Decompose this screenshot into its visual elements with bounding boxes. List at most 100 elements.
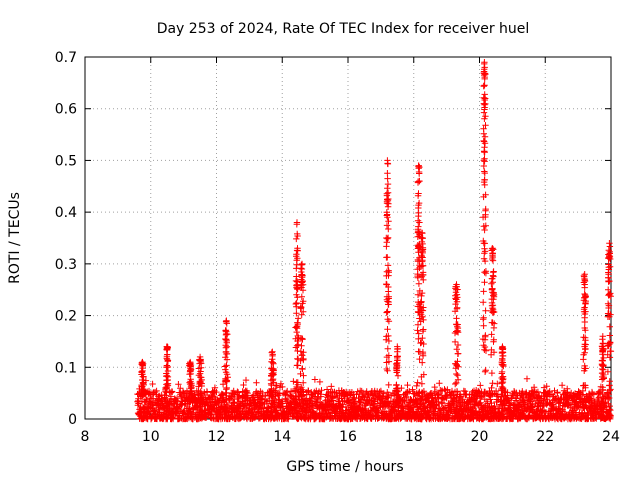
- data-point: [240, 403, 247, 410]
- data-point: [222, 366, 229, 373]
- data-point: [244, 389, 251, 397]
- data-point: [481, 133, 489, 140]
- data-point: [488, 369, 496, 377]
- data-point: [481, 91, 488, 98]
- data-point: [415, 212, 422, 220]
- data-point: [498, 349, 506, 356]
- data-point: [273, 382, 280, 390]
- data-point: [420, 388, 428, 395]
- data-point: [498, 370, 505, 377]
- data-point: [489, 279, 496, 286]
- data-point: [187, 413, 194, 421]
- data-point: [139, 371, 146, 378]
- data-point: [384, 262, 392, 269]
- data-point: [488, 285, 496, 293]
- data-point: [197, 395, 204, 402]
- data-point: [153, 387, 160, 395]
- data-point: [300, 379, 307, 386]
- data-point: [223, 377, 230, 384]
- data-point: [187, 378, 194, 385]
- data-point: [529, 406, 537, 413]
- data-point: [164, 398, 171, 405]
- data-point: [198, 390, 205, 397]
- x-tick-label: 22: [536, 429, 554, 445]
- data-point: [298, 342, 305, 349]
- data-point: [187, 358, 194, 366]
- data-point: [149, 380, 156, 388]
- data-point: [240, 381, 247, 389]
- data-point: [249, 415, 256, 422]
- data-point: [260, 404, 267, 412]
- data-point: [453, 315, 460, 322]
- data-point: [523, 375, 531, 382]
- data-point: [224, 374, 231, 381]
- data-point: [223, 337, 230, 345]
- data-point: [489, 380, 496, 387]
- data-point: [606, 394, 613, 402]
- data-point: [251, 399, 258, 406]
- data-point: [414, 327, 421, 334]
- data-point: [418, 292, 425, 300]
- data-point: [416, 170, 423, 177]
- data-point: [487, 396, 494, 403]
- data-point: [196, 380, 203, 388]
- data-point: [595, 388, 603, 396]
- data-point: [480, 157, 487, 164]
- data-point: [273, 407, 280, 414]
- y-tick-label: 0: [68, 412, 77, 428]
- data-point: [431, 383, 438, 391]
- data-point: [476, 409, 483, 416]
- data-point: [482, 207, 489, 214]
- data-point: [480, 299, 487, 306]
- data-point: [185, 393, 193, 401]
- data-point: [195, 372, 203, 379]
- data-point: [384, 157, 391, 164]
- data-point: [279, 383, 286, 391]
- data-point: [385, 225, 392, 233]
- data-point: [416, 219, 423, 226]
- data-point: [271, 399, 278, 406]
- data-point: [480, 316, 487, 323]
- data-point: [606, 332, 613, 339]
- data-point: [329, 397, 337, 404]
- x-tick-label: 12: [208, 429, 226, 445]
- data-point: [384, 180, 392, 188]
- data-point: [384, 326, 391, 333]
- data-point: [384, 203, 392, 210]
- data-points: [134, 59, 615, 423]
- data-point: [366, 401, 374, 409]
- y-tick-label: 0.5: [55, 153, 77, 169]
- data-point: [384, 345, 391, 352]
- data-point: [589, 390, 596, 397]
- data-point: [300, 372, 307, 379]
- data-point: [408, 405, 415, 412]
- data-point: [298, 311, 305, 318]
- data-point: [533, 389, 540, 396]
- data-point: [404, 389, 411, 396]
- data-point: [420, 326, 427, 333]
- chart-title: Day 253 of 2024, Rate Of TEC Index for r…: [157, 21, 530, 37]
- data-point: [409, 386, 416, 393]
- data-point: [416, 163, 423, 171]
- data-point: [383, 222, 391, 229]
- data-point: [222, 327, 229, 335]
- data-point: [163, 363, 170, 371]
- data-point: [292, 300, 299, 308]
- data-point: [454, 372, 461, 379]
- data-point: [606, 323, 613, 330]
- data-point: [384, 308, 391, 315]
- data-point: [599, 333, 606, 340]
- y-tick-label: 0.4: [55, 205, 77, 221]
- data-point: [453, 370, 460, 378]
- data-point: [481, 59, 488, 66]
- data-point: [482, 307, 489, 314]
- data-point: [140, 406, 148, 413]
- data-point: [298, 260, 306, 268]
- data-point: [404, 403, 412, 410]
- data-point: [293, 323, 300, 331]
- data-point: [197, 358, 204, 366]
- data-point: [436, 380, 443, 387]
- data-point: [257, 399, 264, 407]
- data-point: [299, 365, 306, 372]
- data-point: [452, 380, 459, 388]
